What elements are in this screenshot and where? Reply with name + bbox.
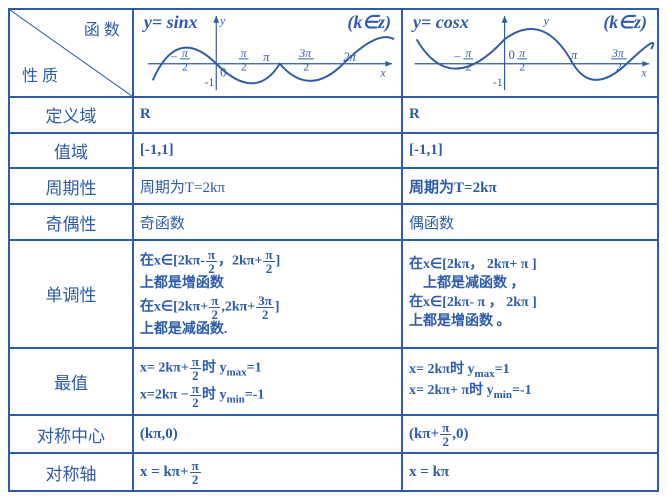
svg-text:π: π xyxy=(241,47,248,60)
cos-axis: x = kπ xyxy=(402,453,658,491)
row-label-domain: 定义域 xyxy=(9,97,133,133)
sin-domain: R xyxy=(133,97,402,133)
property-heading: 性 质 xyxy=(22,62,58,86)
svg-text:0: 0 xyxy=(220,65,226,79)
svg-text:2π: 2π xyxy=(343,50,356,64)
row-label-mono: 单调性 xyxy=(9,240,133,348)
svg-text:2: 2 xyxy=(616,61,622,74)
svg-text:π: π xyxy=(571,48,578,62)
svg-text:π: π xyxy=(519,47,526,60)
sin-range: [-1,1] xyxy=(133,133,402,169)
sin-header-cell: y= sinx (k∈z) y x − π 2 -1 0 π 2 π xyxy=(133,9,402,97)
sin-monotonicity: 在x∈[2kπ-π2，2kπ+π2] 上都是增函数 在x∈[2kπ+π2,2kπ… xyxy=(133,240,402,348)
cos-condition: (k∈z) xyxy=(603,12,647,33)
svg-text:2: 2 xyxy=(303,61,309,74)
cos-range: [-1,1] xyxy=(402,133,658,169)
row-label-range: 值域 xyxy=(9,133,133,169)
cos-period: 周期为T=2kπ xyxy=(402,168,658,204)
svg-text:−: − xyxy=(170,50,177,64)
cos-title: y= cosx xyxy=(413,12,469,33)
cos-center: (kπ+π2,0) xyxy=(402,415,658,453)
svg-text:3π: 3π xyxy=(611,47,625,60)
header-diagonal-cell: 函 数 性 质 xyxy=(9,9,133,97)
svg-text:0: 0 xyxy=(509,48,515,62)
svg-text:2: 2 xyxy=(241,61,247,74)
svg-text:2: 2 xyxy=(466,61,472,74)
sin-center: (kπ,0) xyxy=(133,415,402,453)
function-heading: 函 数 xyxy=(84,16,120,40)
svg-text:2: 2 xyxy=(182,61,188,74)
sin-condition: (k∈z) xyxy=(347,12,391,33)
sin-period: 周期为T=2kπ xyxy=(133,168,402,204)
svg-text:x: x xyxy=(640,66,647,79)
cos-domain: R xyxy=(402,97,658,133)
svg-text:π: π xyxy=(466,47,473,60)
svg-text:π: π xyxy=(182,47,189,60)
cos-extrema: x= 2kπ时 ymax=1 x= 2kπ+ π时 ymin=-1 xyxy=(402,348,658,415)
svg-text:3π: 3π xyxy=(298,47,312,60)
row-label-parity: 奇偶性 xyxy=(9,204,133,240)
sin-axis: x = kπ+π2 xyxy=(133,453,402,491)
cos-parity: 偶函数 xyxy=(402,204,658,240)
sin-extrema: x= 2kπ+π2时 ymax=1 x=2kπ −π2时 ymin=-1 xyxy=(133,348,402,415)
row-label-extrema: 最值 xyxy=(9,348,133,415)
svg-text:2: 2 xyxy=(519,61,525,74)
svg-text:-1: -1 xyxy=(493,76,503,89)
row-label-center: 对称中心 xyxy=(9,415,133,453)
svg-text:x: x xyxy=(379,66,386,79)
svg-text:−: − xyxy=(454,50,461,64)
svg-text:-1: -1 xyxy=(204,76,214,89)
cos-monotonicity: 在x∈[2kπ， 2kπ+ π ] 上都是减函数 ， 在x∈[2kπ- π ， … xyxy=(402,240,658,348)
svg-text:π: π xyxy=(263,50,270,64)
row-label-axis: 对称轴 xyxy=(9,453,133,491)
sin-parity: 奇函数 xyxy=(133,204,402,240)
row-label-period: 周期性 xyxy=(9,168,133,204)
sin-title: y= sinx xyxy=(144,12,198,33)
cos-header-cell: y= cosx (k∈z) y x − π 2 -1 0 π 2 π xyxy=(402,9,658,97)
